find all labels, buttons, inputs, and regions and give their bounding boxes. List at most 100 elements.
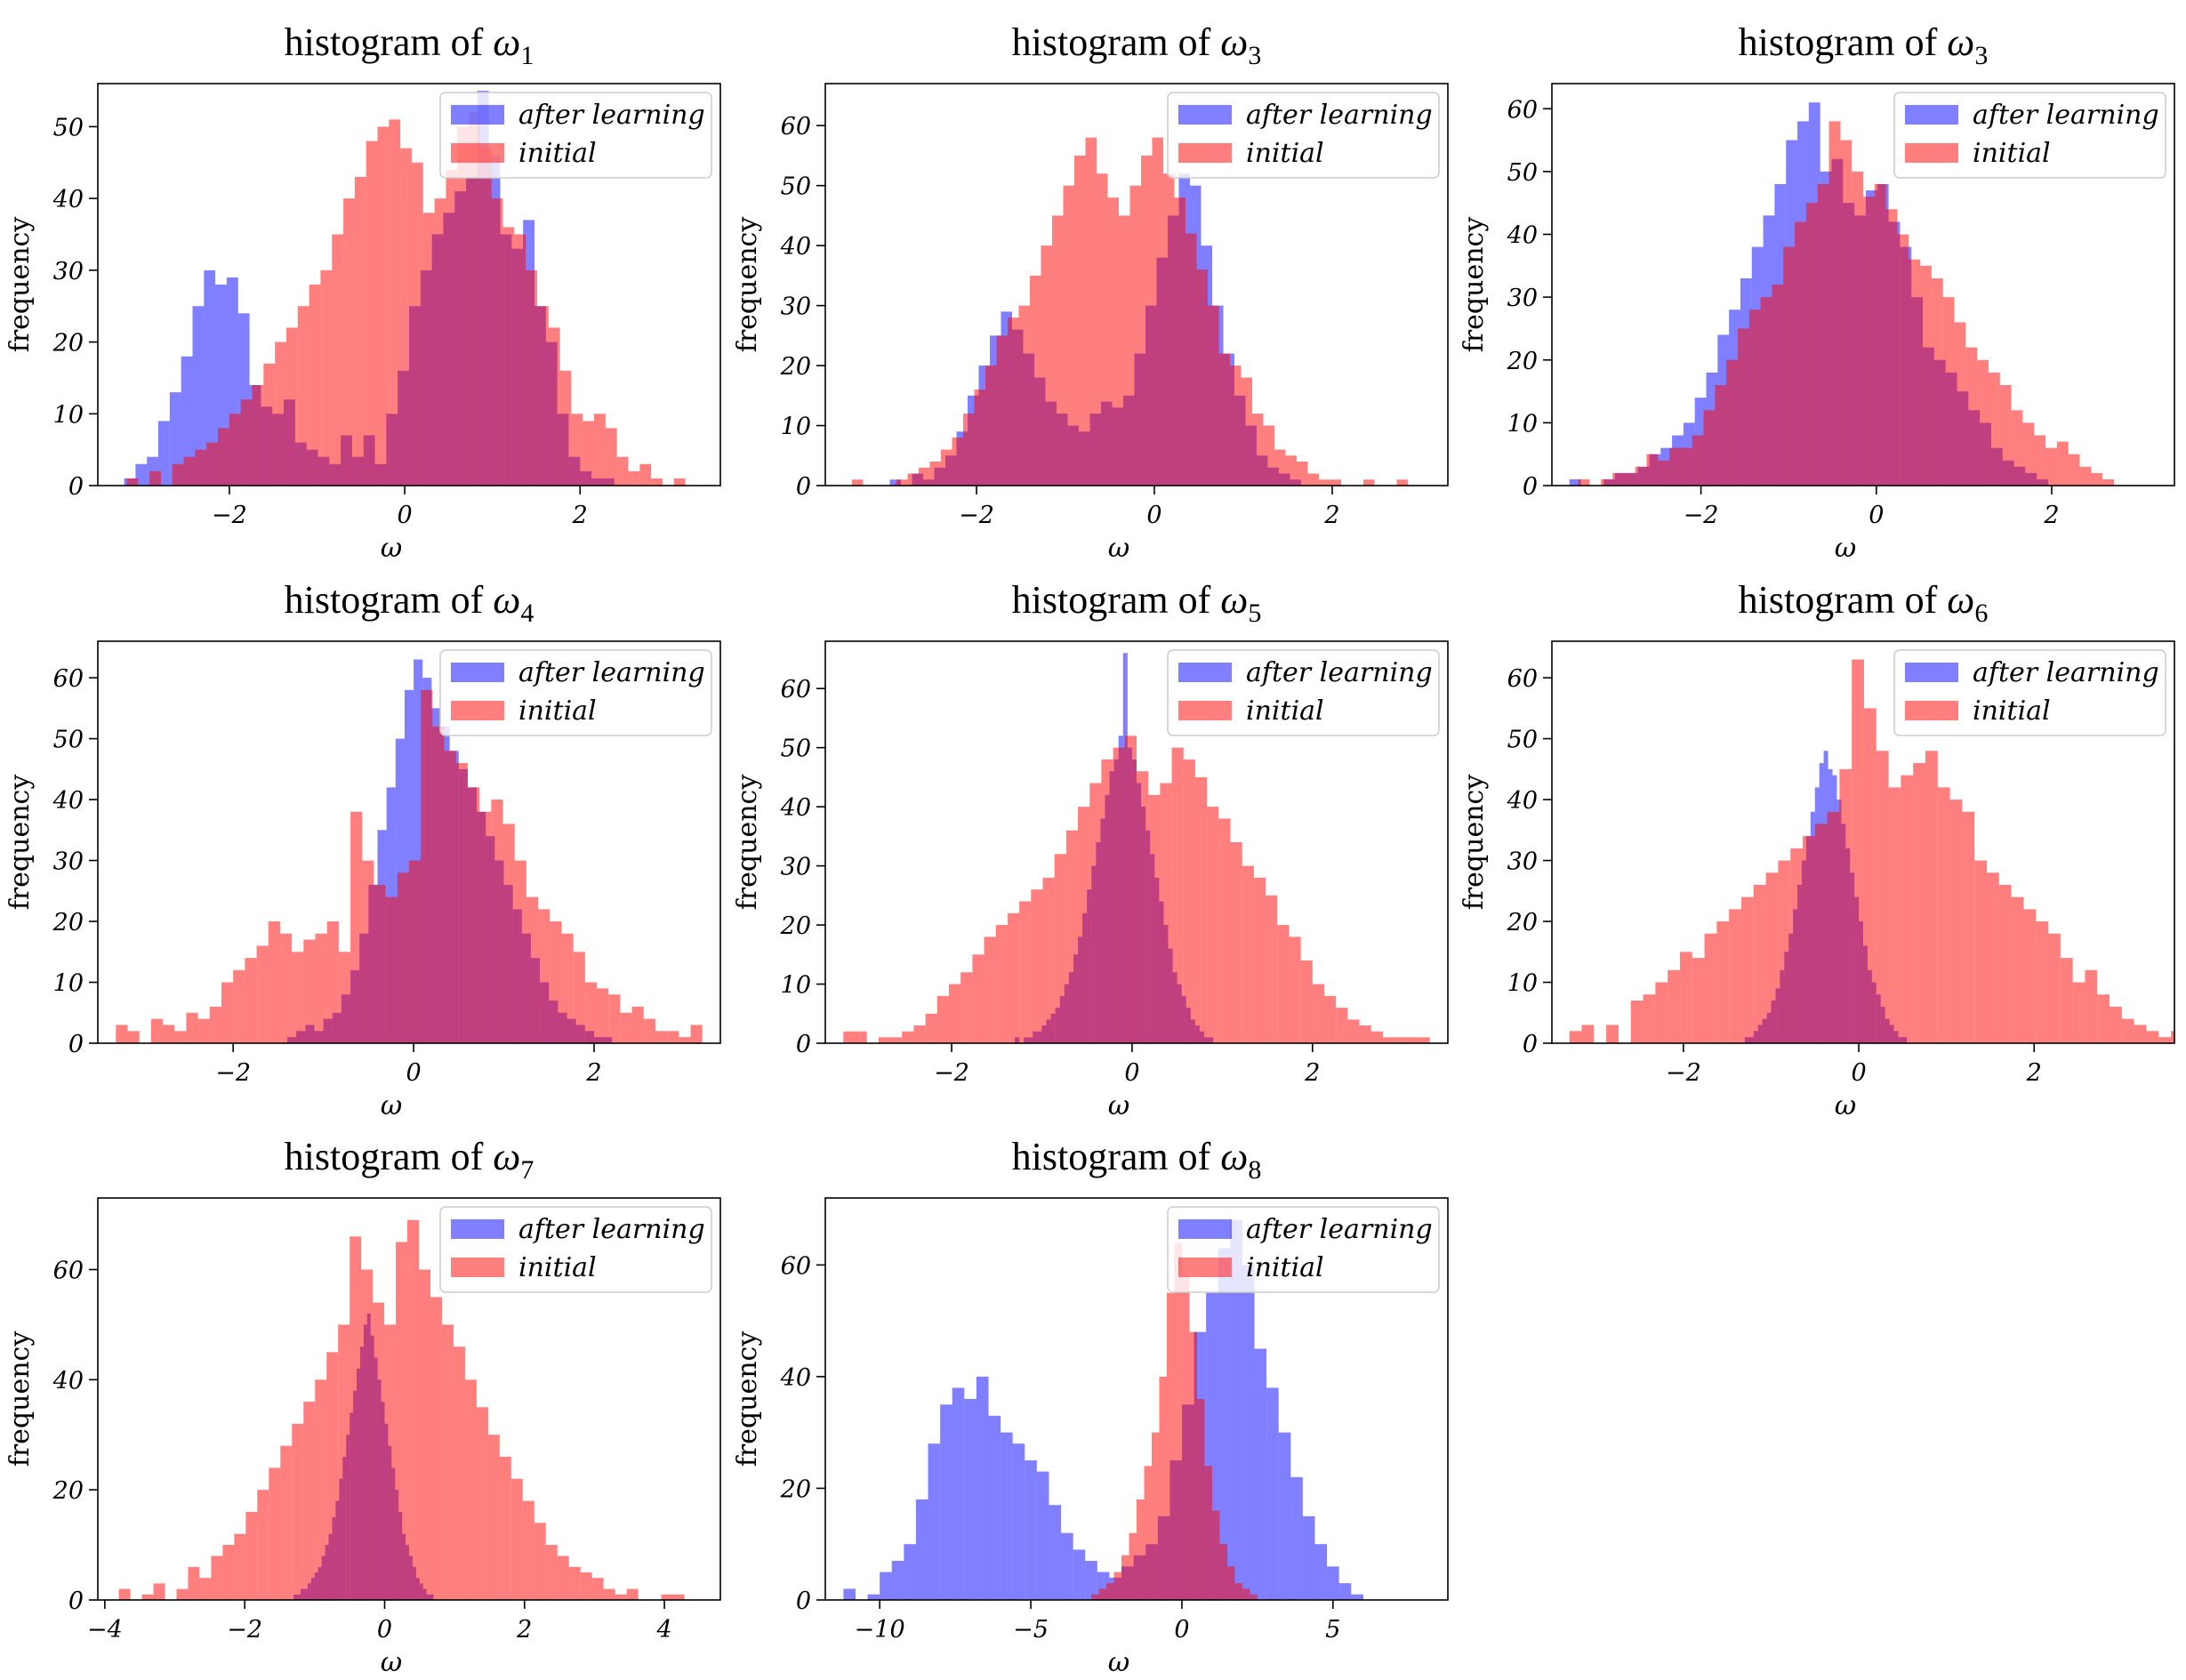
initial-bar [673,478,686,486]
after-learning-bar [1036,1471,1049,1600]
initial-bar [1863,708,1877,1043]
after-learning-bar [1254,1348,1267,1600]
x-tick-label: −2 [959,502,994,529]
y-tick-label: 30 [781,854,811,881]
initial-bar [995,925,1008,1043]
title-symbol: ω [1220,578,1248,622]
x-tick-label: −5 [1013,1616,1049,1644]
initial-bar [1643,994,1656,1043]
initial-bar [1931,277,1943,486]
initial-bar [1760,297,1772,486]
x-tick-label: 0 [406,1059,421,1087]
initial-bar [469,112,480,486]
initial-bar [1655,982,1668,1043]
bars [118,1219,685,1600]
initial-bar [1874,184,1886,486]
initial-bar [1965,347,1978,486]
initial-bar [2171,1031,2174,1043]
initial-bar [320,269,333,486]
after-learning-bar [904,1544,916,1600]
legend-box [1167,1206,1440,1293]
initial-bar [221,982,234,1043]
y-tick-label: 0 [1523,1031,1538,1058]
initial-bar [1107,197,1119,486]
axes-frame [824,83,1449,486]
after-learning-bar [1266,1387,1279,1600]
after-learning-bar [1061,1532,1073,1600]
initial-bar [209,1006,221,1043]
initial-bar [1949,800,1963,1043]
initial-bar [1196,1399,1205,1600]
initial-bar [1219,1544,1227,1600]
initial-bar [326,921,339,1043]
initial-bar [2158,1037,2172,1043]
after-learning-bar [135,463,148,486]
after-learning-legend-swatch [1178,105,1232,125]
after-learning-bar [867,1594,880,1600]
y-tick-label: 40 [52,1367,84,1395]
x-tick-label: 0 [397,502,412,529]
initial-bar [195,449,207,486]
initial-bar [430,1297,442,1600]
x-tick-label: −2 [934,1059,969,1087]
bars [852,137,1408,486]
initial-bar [1888,787,1901,1043]
initial-bar [1129,185,1141,486]
after-learning-legend-label: after learning [518,1214,705,1245]
title-subscript: 1 [520,41,534,70]
after-learning-legend-label: after learning [1973,657,2159,688]
initial-bar [548,327,560,486]
initial-bar [407,1219,420,1600]
initial-bar [1185,233,1197,486]
legend-box [439,92,712,179]
initial-bar [1795,221,1806,486]
initial-bar [127,1031,140,1043]
initial-bar [1163,173,1175,486]
panel-title: histogram of ω3 [1739,20,1989,70]
initial-bar [1897,234,1909,486]
initial-bar [1715,385,1727,486]
y-tick-label: 60 [53,665,84,693]
initial-bar [1307,473,1319,486]
initial-bar [1716,921,1730,1043]
initial-bar [1394,1037,1407,1043]
initial-bar [1208,305,1219,486]
initial-bar [1827,811,1840,1043]
initial-bar [1578,478,1590,486]
initial-bar [1805,203,1818,486]
x-tick-label: 0 [1869,502,1884,529]
initial-bar [2060,958,2073,1043]
initial-bar [292,1423,304,1600]
x-axis-label: ω [381,1090,402,1121]
title-subscript: 6 [1974,599,1988,628]
x-tick-label: 0 [1174,1616,1189,1644]
x-axis-label: ω [1835,533,1856,564]
initial-bar [1113,1571,1122,1600]
initial-bar [343,198,355,486]
initial-bar [615,1594,627,1600]
initial-bar [1183,759,1195,1043]
initial-bar [545,1545,558,1600]
y-tick-label: 20 [1507,348,1538,375]
y-tick-label: 50 [1507,727,1538,754]
initial-bar [1778,860,1791,1043]
x-axis-label: ω [1835,1090,1856,1121]
axes-frame [824,1197,1449,1601]
y-tick-label: 10 [1507,410,1538,438]
initial-bar [1988,372,2000,486]
initial-bar [315,1379,327,1600]
initial-bar [409,860,422,1043]
initial-bar [1748,309,1761,486]
y-tick-label: 20 [52,330,84,358]
x-tick-label: 2 [2043,502,2059,529]
initial-bar [571,414,583,486]
after-learning-bar [889,479,901,486]
initial-bar [594,414,606,486]
initial-bar [1285,455,1297,486]
y-axis-label: frequency [732,1331,763,1467]
initial-bar [852,479,864,486]
initial-bar [1382,1037,1395,1043]
x-tick-label: 2 [585,1059,601,1087]
